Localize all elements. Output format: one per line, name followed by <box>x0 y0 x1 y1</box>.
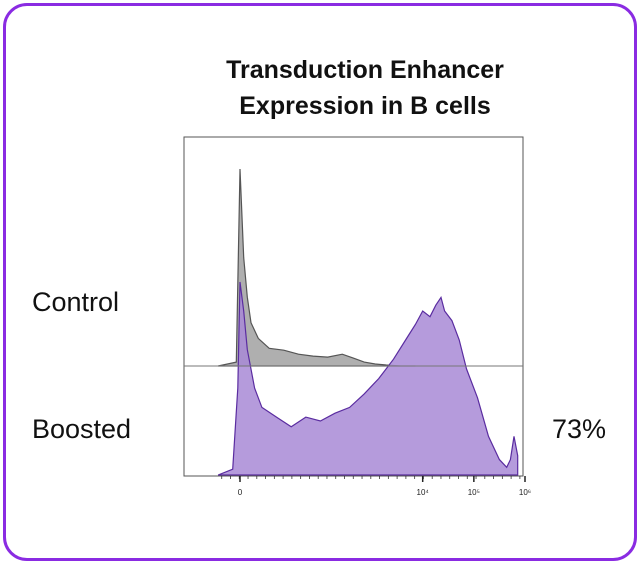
chart-title-line2: Expression in B cells <box>239 92 491 120</box>
x-tick-label: 10⁵ <box>468 488 480 497</box>
x-tick-label: 10⁶ <box>519 488 531 497</box>
series-label-control: Control <box>32 287 120 317</box>
series-label-boosted: Boosted <box>32 414 132 444</box>
x-tick-label: 0 <box>238 488 243 497</box>
chart-title: Transduction Enhancer Expression in B ce… <box>180 52 550 124</box>
histogram-boosted <box>217 281 519 476</box>
chart-title-line1: Transduction Enhancer <box>226 56 504 84</box>
percent-annotation: 73% <box>552 414 607 444</box>
histogram-control <box>217 168 416 367</box>
x-tick-label: 10⁴ <box>417 488 430 497</box>
